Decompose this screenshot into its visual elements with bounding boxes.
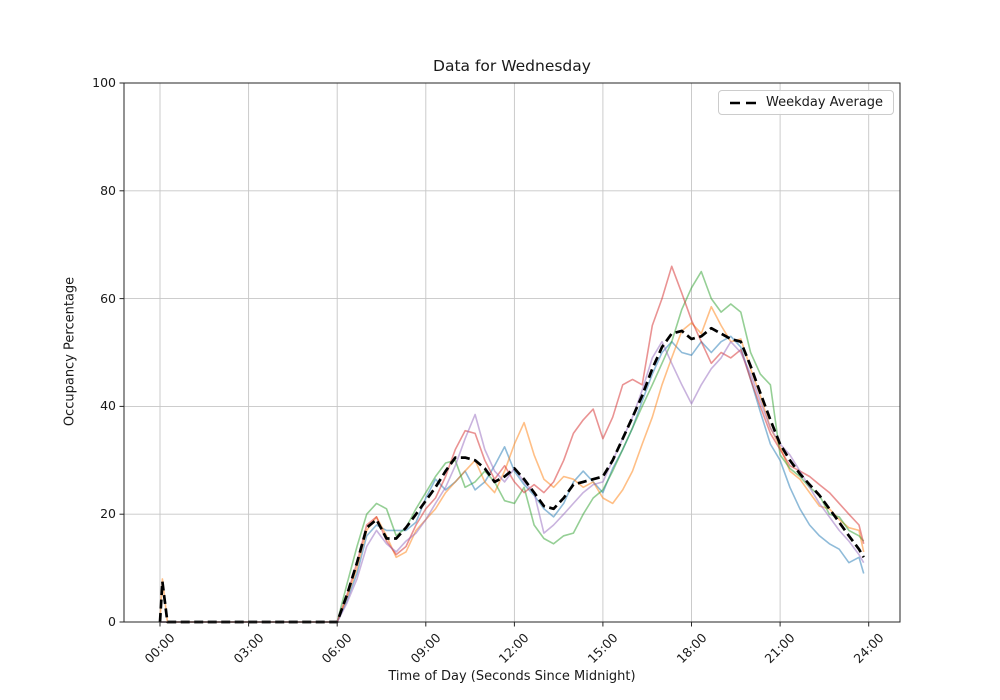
legend: Weekday Average: [718, 90, 895, 115]
legend-dashed-line-sample: [730, 101, 756, 104]
series-line-series-1: [160, 335, 865, 623]
y-axis-label: Occupancy Percentage: [62, 276, 78, 427]
series-line-series-4: [160, 265, 865, 623]
legend-label: Weekday Average: [766, 95, 884, 110]
y-tick-label: 100: [92, 75, 116, 90]
chart-title: Data for Wednesday: [433, 57, 591, 75]
x-axis-label: Time of Day (Seconds Since Midnight): [388, 669, 636, 684]
series-line-series-3: [160, 270, 865, 623]
y-tick-label: 60: [100, 290, 116, 306]
axes-spines: [123, 82, 901, 623]
y-tick-label: 40: [100, 398, 116, 414]
y-tick-label: 80: [100, 182, 116, 198]
y-tick-label: 20: [100, 506, 116, 522]
series-line-weekday-average: [158, 326, 865, 624]
series-line-series-5: [160, 340, 865, 623]
y-tick-label: 0: [108, 614, 116, 629]
